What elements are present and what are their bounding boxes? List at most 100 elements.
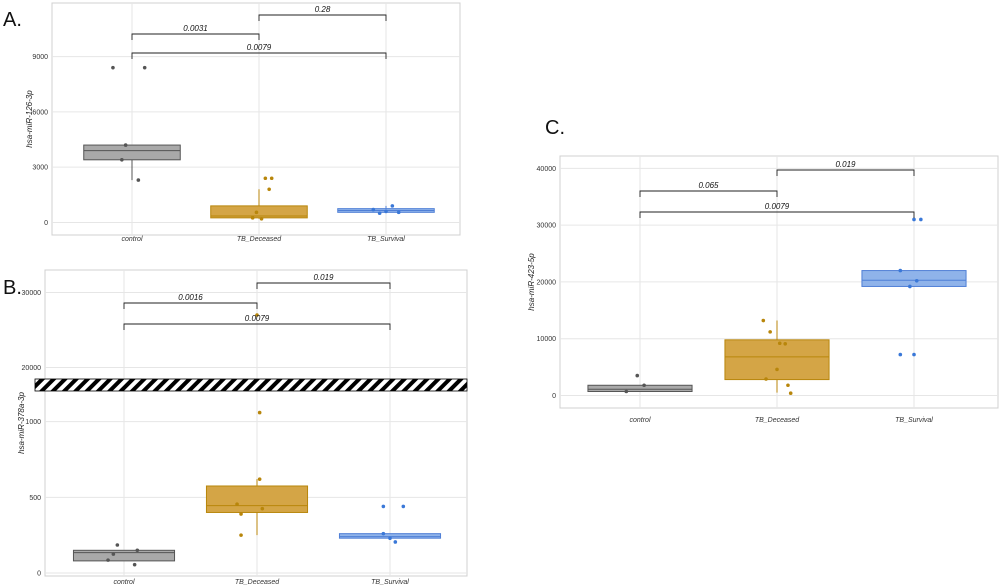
panel-label-a: A. [3,9,22,31]
data-point-tb-deceased [267,187,271,192]
significance-bracket [639,211,915,218]
data-point-tb-survival [908,284,912,289]
data-point-control [142,65,147,70]
box-control [587,384,693,393]
data-point-tb-deceased [768,330,772,334]
box-tb-deceased [724,339,830,381]
y-tick-label: 9000 [32,54,48,61]
data-point-control [120,158,124,162]
significance-bracket [131,52,387,59]
y-tick-label: 40000 [537,166,557,173]
y-tick-label: 1000 [25,419,41,426]
data-point-tb-survival [898,268,903,273]
significance-bracket [123,323,391,330]
x-tick-label-control: control [113,579,134,586]
data-point-tb-deceased [239,533,243,537]
data-point-control [123,143,128,147]
x-tick-label-tb-deceased: TB_Deceased [235,579,280,586]
data-point-tb-deceased [239,512,243,516]
y-axis-label: hsa-miR-378a-3p [17,392,26,454]
p-value-label: 0.0079 [247,43,272,52]
y-tick-label: 3000 [32,165,48,172]
data-point-tb-deceased [764,377,768,381]
data-point-tb-deceased [257,410,262,415]
significance-bracket [258,14,387,21]
plot-frame [51,2,461,236]
significance-bracket [131,33,260,40]
panel-c: 0 10000 20000 30000 40000 hsa-miR-423-5p contr… [527,155,999,424]
y-tick-label: 0 [552,393,556,400]
y-tick-label: 20000 [537,279,557,286]
data-point-tb-survival [390,204,395,208]
data-point-tb-deceased [235,502,239,506]
significance-bracket [256,282,391,289]
significance-bracket [123,302,258,309]
p-value-label: 0.019 [835,160,856,169]
x-tick-label-control: control [121,236,142,243]
data-point-tb-survival [393,540,398,544]
data-point-tb-survival [371,207,376,212]
box-control [72,549,176,562]
p-value-label: 0.0016 [178,293,203,302]
significance-bracket [639,190,778,197]
data-point-tb-deceased [255,313,259,317]
plot-frame [44,269,468,577]
data-point-tb-deceased [777,341,782,346]
data-point-tb-survival [898,352,903,357]
data-point-tb-survival [914,278,919,283]
data-point-control [111,65,115,70]
data-point-tb-survival [381,504,386,509]
y-tick-label: 10000 [537,336,557,343]
panel-label-b: B. [3,277,22,299]
box-tb-survival [861,270,967,287]
data-point-control [135,548,140,553]
data-point-control [111,552,116,556]
data-point-tb-deceased [269,176,274,181]
y-axis-label: hsa-miR-126-3p [25,90,34,148]
data-point-control [132,562,137,567]
data-point-tb-deceased [250,216,255,220]
y-tick-label: 500 [29,495,41,502]
x-tick-label-tb-survival: TB_Survival [371,579,409,586]
data-point-tb-deceased [259,216,264,221]
y-tick-label: 30000 [22,290,42,297]
data-point-tb-deceased [761,318,766,323]
data-point-tb-deceased [254,210,259,215]
x-tick-label-tb-survival: TB_Survival [367,236,405,243]
box-control [83,144,181,161]
x-tick-label-tb-survival: TB_Survival [895,417,933,424]
p-value-label: 0.0079 [765,202,790,211]
data-point-tb-deceased [260,506,265,511]
x-tick-label-tb-deceased: TB_Deceased [237,236,282,243]
y-tick-label: 0 [44,220,48,227]
box-tb-deceased [205,485,309,513]
data-point-control [106,558,110,562]
p-value-label: 0.28 [315,5,331,14]
data-point-tb-survival [384,209,388,214]
data-point-tb-survival [377,211,382,216]
data-point-tb-deceased [263,176,268,181]
panel-b: 0 500 1000 20000 30000 hsa-miR-378a-3p control… [17,269,468,586]
data-point-tb-survival [396,210,401,215]
data-point-control [115,543,120,547]
data-point-tb-survival [912,217,916,222]
significance-bracket [776,169,915,176]
y-tick-label: 30000 [537,223,557,230]
data-point-control [635,373,640,378]
data-point-tb-deceased [783,342,788,346]
x-tick-label-tb-deceased: TB_Deceased [755,417,800,424]
data-point-tb-survival [919,217,923,222]
data-point-tb-deceased [788,391,793,396]
data-point-tb-deceased [257,477,262,481]
data-point-control [642,383,646,388]
p-value-label: 0.065 [698,181,719,190]
y-tick-label: 6000 [32,109,48,116]
y-tick-label: 0 [37,571,41,578]
data-point-control [624,389,629,394]
axis-break-band [34,378,468,392]
p-value-label: 0.019 [313,273,334,282]
data-point-tb-survival [401,504,406,509]
data-point-control [136,178,141,182]
data-point-tb-survival [388,536,392,540]
